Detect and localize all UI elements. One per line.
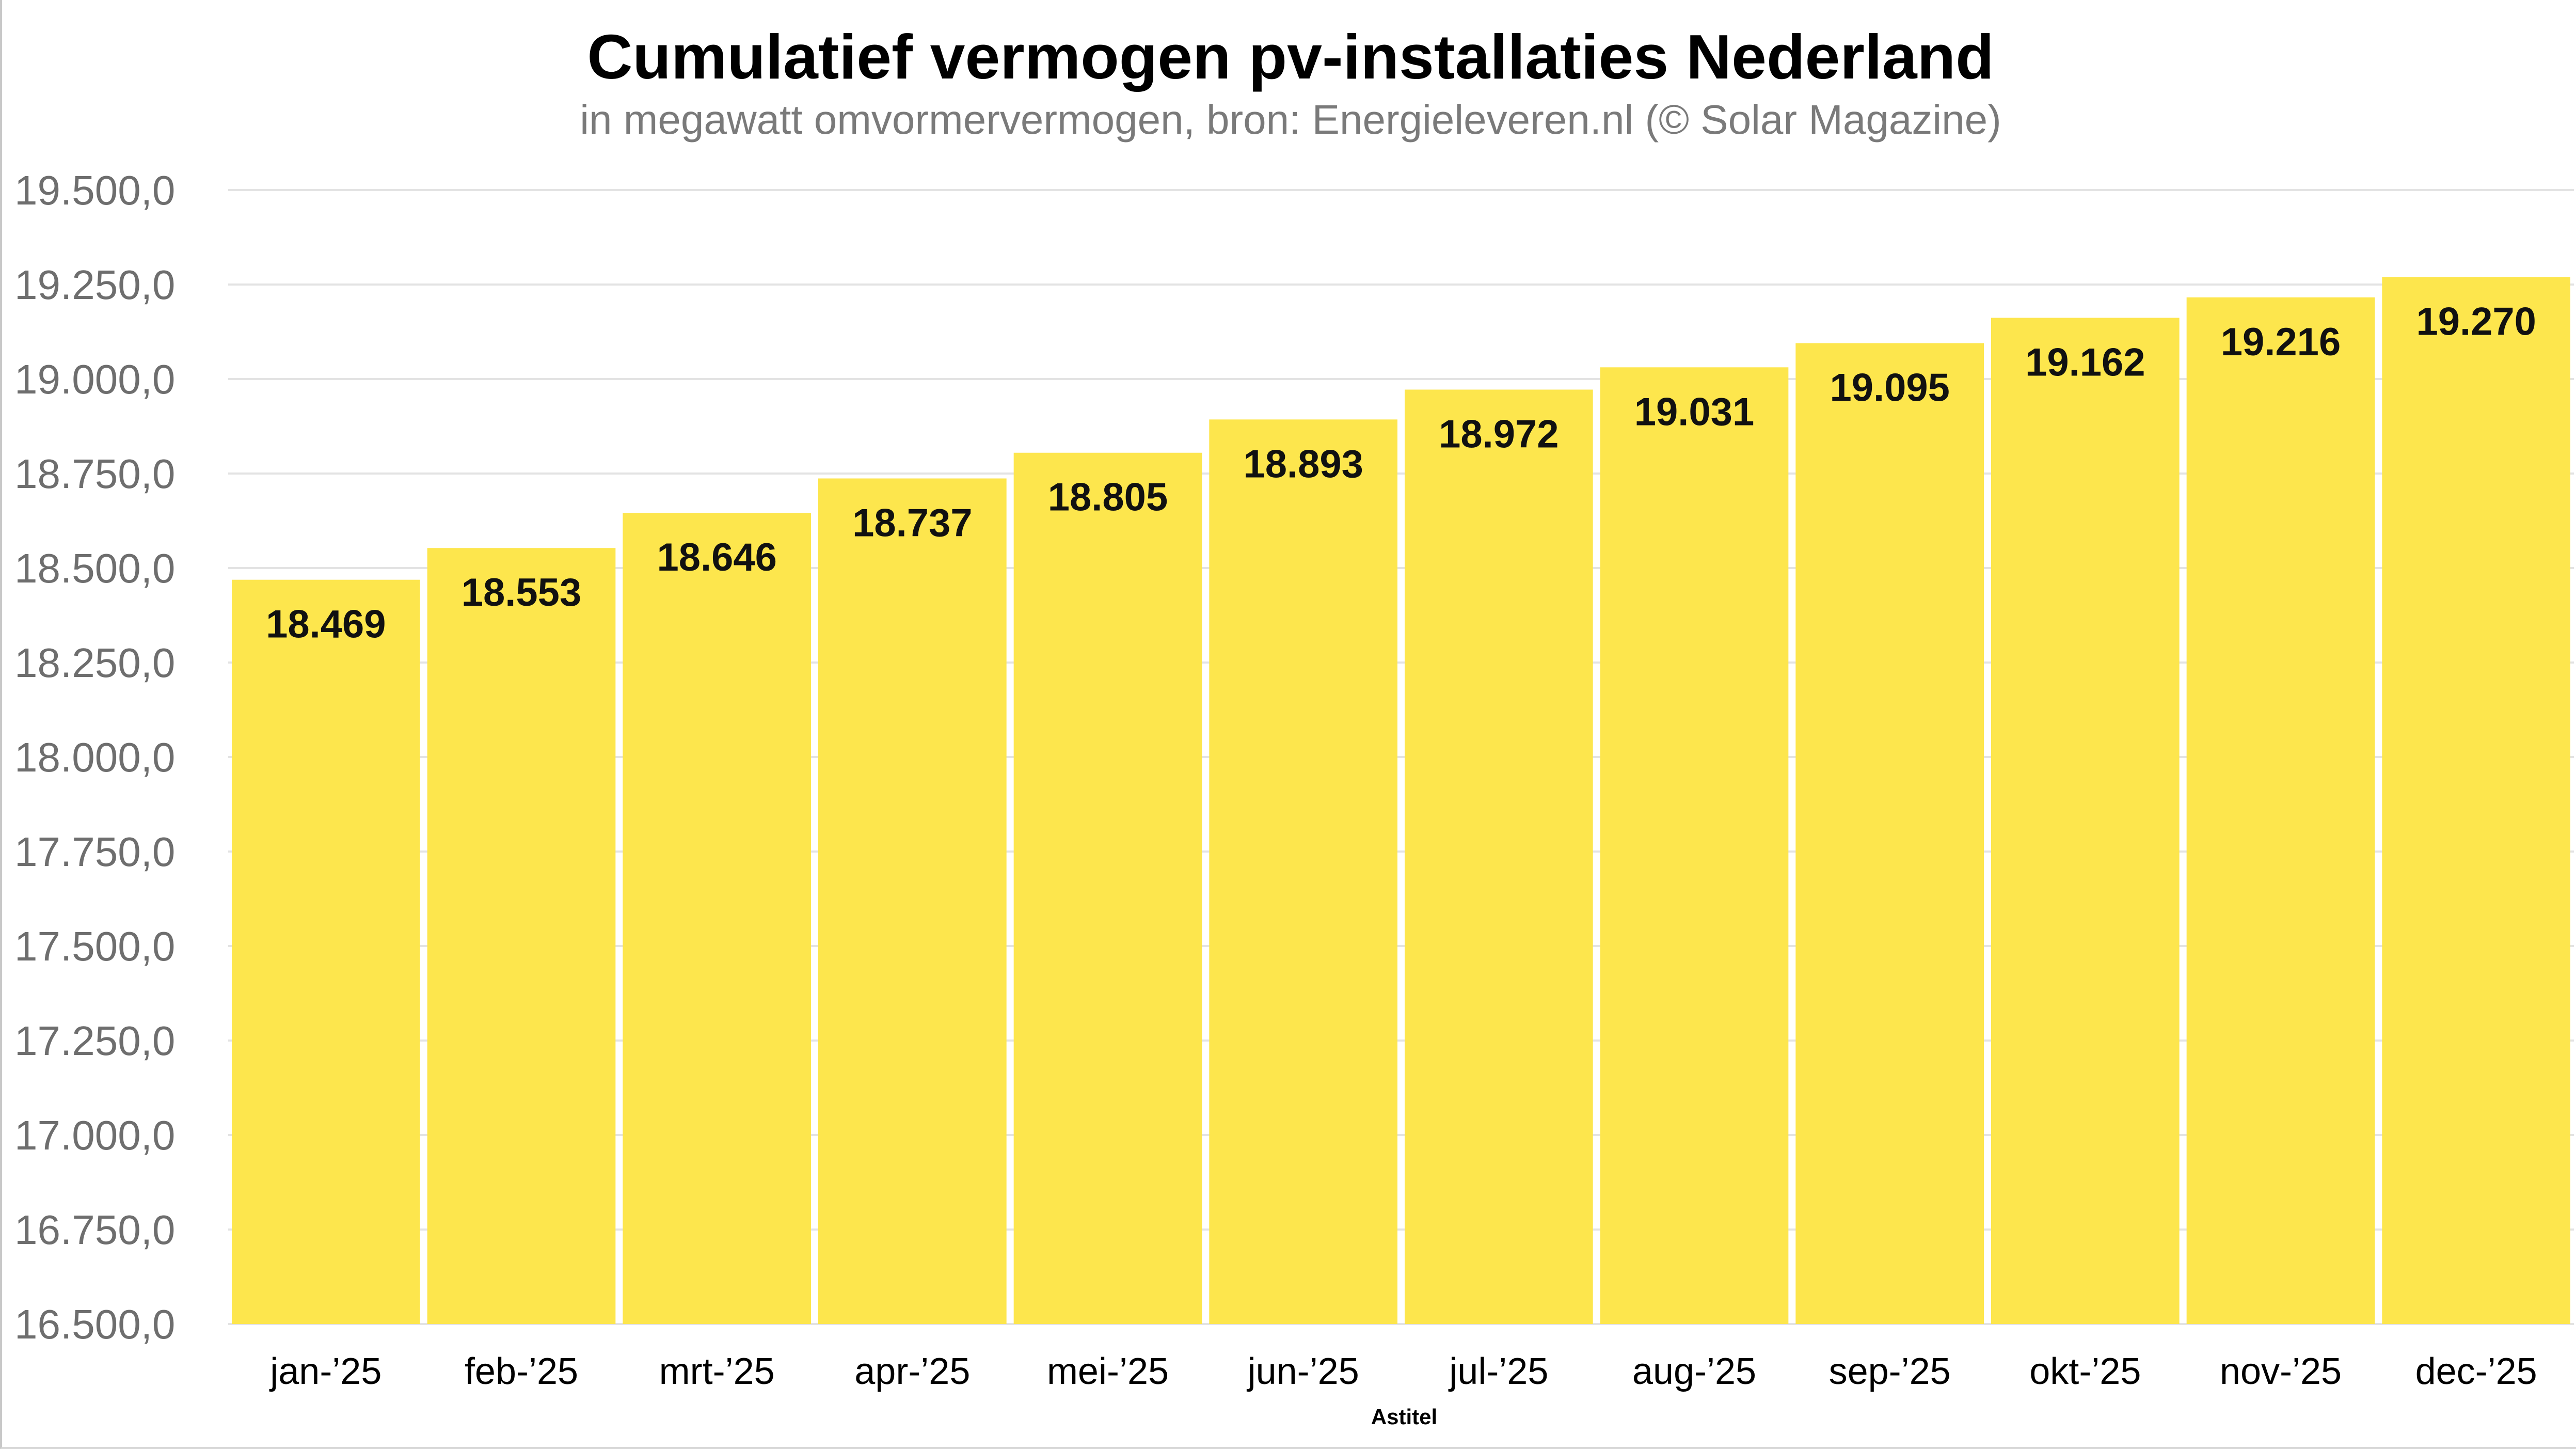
x-tick-label: feb-’25: [465, 1351, 578, 1392]
y-tick-label: 18.250,0: [14, 640, 175, 686]
data-label: 18.646: [657, 536, 776, 579]
y-tick-label: 16.500,0: [14, 1301, 175, 1347]
y-tick-label: 19.250,0: [14, 262, 175, 308]
y-tick-label: 17.250,0: [14, 1018, 175, 1064]
y-tick-label: 17.500,0: [14, 923, 175, 969]
chart-title: Cumulatief vermogen pv-installaties Nede…: [587, 22, 1994, 92]
bar: [1991, 318, 2180, 1324]
bar: [2382, 277, 2570, 1324]
bar: [1209, 419, 1397, 1324]
data-label: 18.972: [1439, 412, 1559, 456]
x-tick-label: jan-’25: [269, 1351, 381, 1392]
data-label: 18.805: [1048, 476, 1168, 519]
data-label: 18.469: [266, 603, 386, 647]
data-label: 19.095: [1830, 366, 1949, 410]
x-tick-label: nov-’25: [2220, 1351, 2342, 1392]
data-label: 19.162: [2025, 340, 2145, 384]
y-tick-label: 18.500,0: [14, 545, 175, 591]
bar: [1405, 389, 1593, 1324]
bar: [232, 579, 420, 1324]
data-label: 18.893: [1243, 442, 1363, 486]
y-tick-label: 17.750,0: [14, 829, 175, 875]
data-label: 19.216: [2221, 320, 2341, 364]
bar: [623, 513, 811, 1325]
chart-subtitle: in megawatt omvormervermogen, bron: Ener…: [580, 97, 2001, 143]
bar: [1013, 452, 1202, 1324]
bar: [427, 548, 616, 1324]
y-tick-label: 18.750,0: [14, 451, 175, 497]
x-tick-label: dec-’25: [2415, 1351, 2537, 1392]
x-tick-label: okt-’25: [2029, 1351, 2141, 1392]
y-tick-label: 17.000,0: [14, 1112, 175, 1158]
x-tick-label: jul-’25: [1448, 1351, 1548, 1392]
x-axis-title: Astitel: [1371, 1405, 1437, 1429]
y-tick-label: 19.500,0: [14, 167, 175, 213]
x-tick-label: jun-’25: [1247, 1351, 1359, 1392]
y-tick-label: 18.000,0: [14, 734, 175, 780]
y-tick-label: 16.750,0: [14, 1207, 175, 1253]
x-tick-label: apr-’25: [854, 1351, 970, 1392]
bar: [1600, 367, 1789, 1324]
x-tick-label: sep-’25: [1829, 1351, 1951, 1392]
data-label: 18.737: [852, 501, 972, 545]
data-label: 19.031: [1634, 390, 1754, 434]
bar: [1795, 343, 1984, 1325]
data-label: 18.553: [462, 571, 581, 615]
x-tick-label: aug-’25: [1632, 1351, 1756, 1392]
x-tick-label: mrt-’25: [659, 1351, 775, 1392]
bar: [2186, 297, 2375, 1325]
y-tick-label: 19.000,0: [14, 356, 175, 402]
data-label: 19.270: [2416, 300, 2536, 343]
x-tick-label: mei-’25: [1047, 1351, 1169, 1392]
bar: [818, 478, 1007, 1324]
